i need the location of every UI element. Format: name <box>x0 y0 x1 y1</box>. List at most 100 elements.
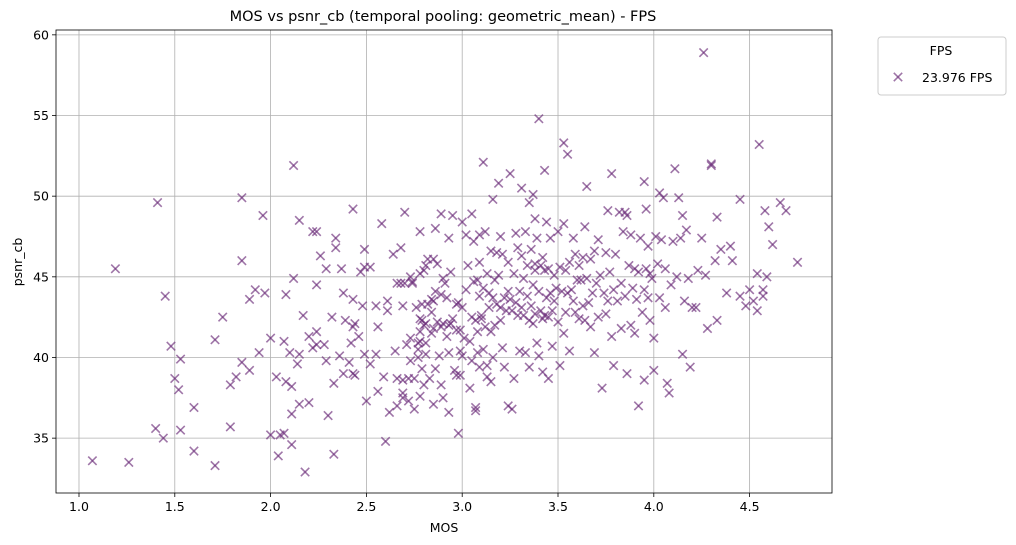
data-point <box>647 273 657 284</box>
data-point <box>507 404 517 414</box>
data-point <box>744 284 755 295</box>
data-point <box>528 189 538 200</box>
data-point <box>677 210 688 221</box>
data-point <box>574 260 584 271</box>
data-point <box>593 234 604 245</box>
data-point <box>350 318 360 329</box>
data-point <box>409 404 420 414</box>
data-point <box>493 178 504 189</box>
data-point <box>455 370 466 380</box>
data-point <box>365 359 375 369</box>
data-point <box>591 278 602 289</box>
data-point <box>516 251 527 261</box>
data-point <box>304 397 314 408</box>
data-point <box>321 355 331 366</box>
data-point <box>465 336 475 347</box>
x-tick-label: 1.0 <box>69 499 89 514</box>
data-point <box>359 349 370 360</box>
data-point <box>576 275 586 285</box>
legend-marker-x-icon <box>893 72 903 82</box>
data-point <box>650 231 661 242</box>
data-point <box>488 194 498 205</box>
data-point <box>160 291 170 301</box>
data-point <box>298 310 308 321</box>
data-point <box>170 373 180 384</box>
data-point <box>572 275 582 285</box>
y-tick-label: 55 <box>33 108 49 123</box>
data-point <box>294 399 305 410</box>
data-point <box>700 270 711 280</box>
plot-frame <box>55 29 833 494</box>
data-point <box>599 288 609 298</box>
data-point <box>436 289 446 300</box>
data-point <box>327 312 337 322</box>
data-point <box>453 428 464 439</box>
data-point <box>649 333 659 343</box>
data-point <box>428 296 439 306</box>
data-point <box>244 365 255 376</box>
y-tick-label: 35 <box>33 431 49 446</box>
data-point <box>696 233 707 243</box>
data-point <box>503 286 513 297</box>
data-point <box>530 309 540 319</box>
data-point <box>710 255 720 266</box>
data-point <box>666 280 676 290</box>
data-point <box>166 341 176 351</box>
data-point <box>319 339 330 350</box>
legend-marker <box>893 72 903 82</box>
data-point <box>526 244 536 255</box>
data-point <box>712 315 722 326</box>
data-point <box>175 354 186 364</box>
data-point <box>698 47 709 58</box>
data-point <box>334 351 345 361</box>
y-tick-label: 45 <box>33 269 49 284</box>
data-point <box>311 326 322 337</box>
data-point <box>421 318 431 329</box>
data-point <box>407 276 418 287</box>
data-point <box>447 314 458 324</box>
data-point <box>620 291 630 301</box>
data-point <box>428 399 439 410</box>
data-point <box>568 233 579 243</box>
chart-title: MOS vs psnr_cb (temporal pooling: geomet… <box>230 9 657 25</box>
data-point <box>581 181 592 192</box>
data-point <box>553 226 563 237</box>
data-point <box>499 293 510 303</box>
data-point <box>415 336 425 347</box>
data-point <box>457 302 467 313</box>
data-point <box>514 286 525 297</box>
data-point <box>398 375 408 385</box>
data-point <box>279 336 289 347</box>
data-point <box>474 291 485 301</box>
data-point <box>545 233 556 243</box>
data-point <box>403 396 414 406</box>
data-point <box>616 278 627 289</box>
data-point <box>639 284 649 295</box>
data-point <box>419 265 429 276</box>
data-point <box>250 284 261 295</box>
data-point <box>311 280 322 290</box>
data-point <box>608 360 619 371</box>
data-point <box>762 272 772 282</box>
data-point <box>330 233 341 243</box>
data-point <box>436 380 446 390</box>
data-point <box>382 296 393 306</box>
data-point <box>321 263 331 274</box>
data-point <box>210 334 220 345</box>
data-point <box>294 349 305 360</box>
x-tick-label: 2.5 <box>356 499 376 514</box>
data-point <box>520 226 531 237</box>
data-point <box>415 226 425 237</box>
data-point <box>555 360 565 371</box>
data-point <box>585 254 596 264</box>
data-point <box>639 375 649 385</box>
data-point <box>417 364 427 374</box>
data-point <box>265 333 276 343</box>
data-point <box>288 273 299 284</box>
data-point <box>706 160 717 171</box>
data-point <box>597 383 607 393</box>
data-point <box>606 331 617 342</box>
data-point <box>601 309 611 319</box>
data-point <box>518 273 529 284</box>
